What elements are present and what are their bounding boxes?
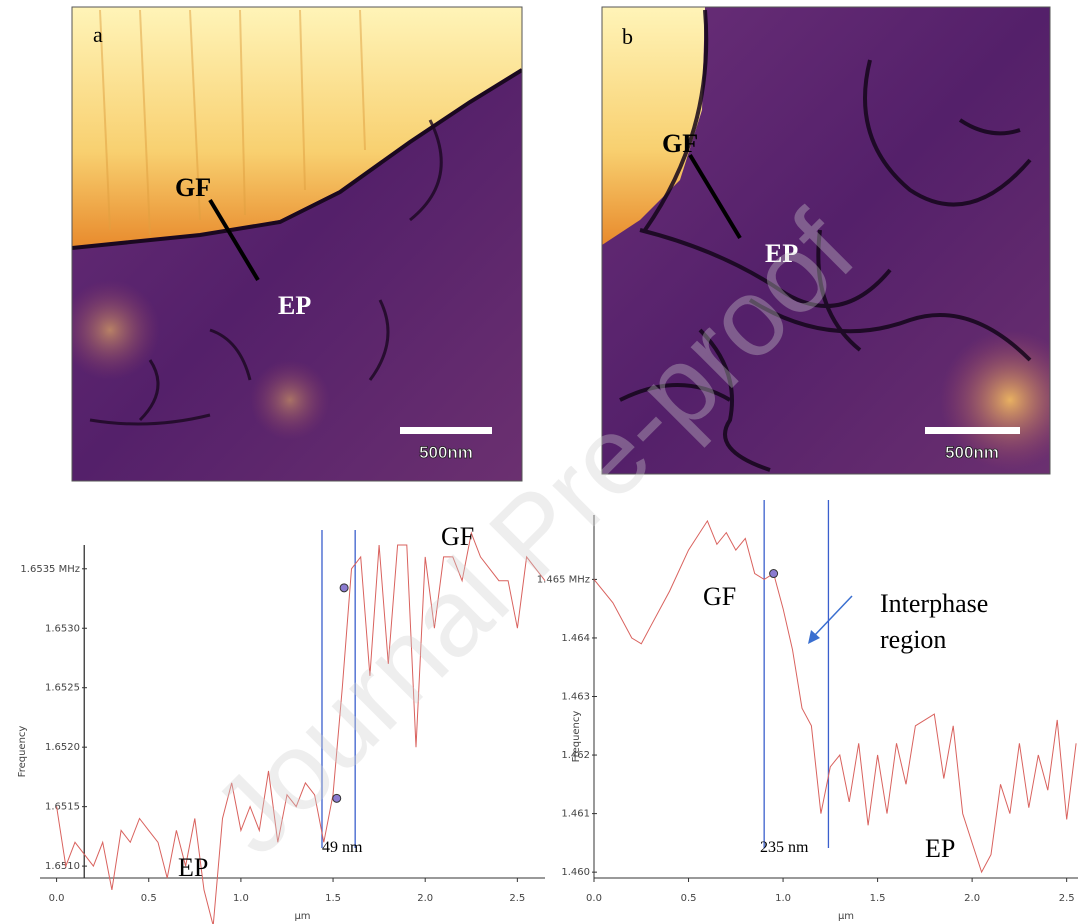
x-tick-label: 2.0 (964, 893, 980, 904)
y-axis-label: Frequency (17, 726, 28, 778)
x-tick-label: 1.5 (325, 893, 341, 904)
annotation: GF (662, 129, 698, 158)
x-tick-label: 2.0 (417, 893, 433, 904)
x-tick-label: 0.5 (141, 893, 157, 904)
panel-label: b (622, 24, 633, 49)
annotation: EP (925, 834, 955, 863)
x-axis-label: µm (294, 911, 310, 922)
x-tick-label: 0.0 (586, 893, 602, 904)
annotation: 49 nm (322, 839, 363, 856)
x-tick-label: 0.5 (681, 893, 697, 904)
annotation: 235 nm (760, 839, 809, 856)
annotation: EP (178, 853, 208, 882)
arrow (814, 596, 852, 636)
y-axis-label: Frequency (571, 711, 582, 763)
profile-line (594, 521, 1076, 872)
annotation: GF (703, 582, 736, 611)
figure: a GF EP 500nm b GF EP 500nm 0.0 0.5 1.0 1.5… (0, 0, 1078, 924)
y-tick-label: 1.6515 (45, 802, 80, 813)
x-tick-label: 0.0 (49, 893, 65, 904)
y-tick-label: 1.6510 (45, 861, 80, 872)
scale-bar (925, 427, 1020, 434)
y-tick-label: 1.6535 MHz (20, 564, 80, 575)
y-tick-label: 1.461 (561, 809, 590, 820)
afm-image-a (60, 7, 522, 481)
scale-bar (400, 427, 492, 434)
y-tick-label: 1.6520 (45, 742, 80, 753)
y-tick-label: 1.6525 (45, 683, 80, 694)
x-tick-label: 2.5 (1059, 893, 1075, 904)
x-tick-label: 1.5 (870, 893, 886, 904)
annotation: Interphase (880, 589, 988, 618)
cursor-marker (770, 570, 778, 578)
annotation: GF (175, 173, 211, 202)
scale-label: 500nm (945, 443, 999, 462)
annotation: region (880, 625, 946, 654)
annotation: EP (278, 291, 311, 320)
scale-label: 500nm (419, 443, 473, 462)
y-tick-label: 1.6530 (45, 623, 80, 634)
cursor-marker (340, 584, 348, 592)
y-tick-label: 1.464 (561, 633, 590, 644)
x-tick-label: 1.0 (775, 893, 791, 904)
x-tick-label: 1.0 (233, 893, 249, 904)
y-tick-label: 1.463 (561, 692, 590, 703)
x-axis-label: µm (838, 911, 854, 922)
x-tick-label: 2.5 (509, 893, 525, 904)
y-tick-label: 1.460 (561, 867, 590, 878)
panel-label: a (93, 22, 103, 47)
